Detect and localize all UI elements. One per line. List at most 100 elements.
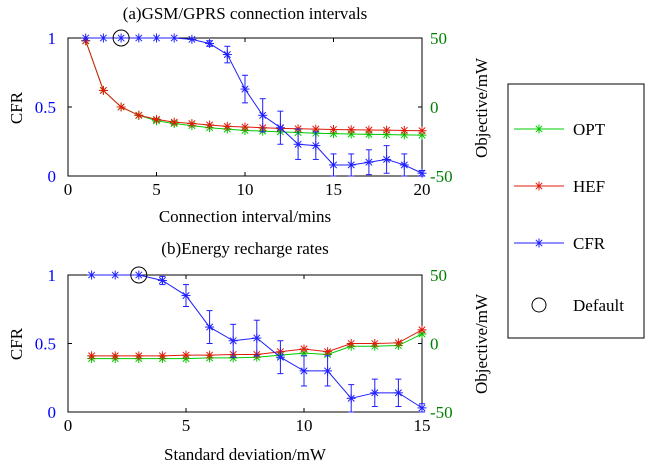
panel-a-series-hef-point — [169, 117, 179, 127]
legend-item-hef: HEF — [514, 177, 605, 196]
panel-a-ylabel: CFR — [7, 91, 26, 124]
panel-a-series-cfr-point — [329, 160, 338, 170]
panel-b-series-cfr-point — [275, 352, 285, 362]
panel-b-ytick-label: 0.5 — [35, 335, 56, 354]
panel-b: (b)Energy recharge rates 0 5 10 15 0 0.5 1 -50 0… — [7, 239, 491, 464]
panel-a-ytick-right-label: 50 — [430, 29, 447, 48]
panel-a-series-cfr-line — [85, 37, 423, 174]
panel-b-ytick-right-label: 50 — [430, 266, 447, 285]
panel-b-series-cfr-point — [157, 275, 167, 285]
panel-b-xtick-label: 0 — [64, 416, 73, 435]
panel-b-default-marker — [130, 266, 148, 284]
panel-a-series-hef-point — [417, 126, 427, 136]
panel-a-series-hef-point — [98, 85, 108, 95]
panel-b-series-hef-point — [157, 351, 167, 361]
panel-b-series-cfr-point — [252, 333, 262, 343]
panel-a-ytick-right-label: -50 — [430, 167, 453, 186]
panel-b-series-hef-point — [110, 351, 120, 361]
panel-a-series-cfr-point — [311, 141, 321, 151]
panel-b-xtick-label: 15 — [414, 416, 431, 435]
panel-b-series-cfr-point — [417, 403, 427, 413]
panel-a-xtick-label: 10 — [237, 180, 254, 199]
panel-a-series-cfr-point — [81, 33, 91, 43]
panel-a-series-hef-point — [329, 124, 338, 134]
panel-b-series-cfr-point — [370, 388, 380, 398]
panel-a-series-hef-point — [134, 110, 144, 120]
panel-b-series-hef-point — [181, 350, 191, 360]
panel-a-series-hef-point — [311, 124, 321, 134]
panel-a-ytick-right-label: 0 — [430, 98, 439, 117]
panel-a-default-marker — [112, 29, 130, 47]
panel-a-series-hef-point — [364, 125, 374, 135]
panel-b-ytick-right-label: 0 — [430, 335, 439, 354]
panel-b-series-cfr-point — [87, 270, 97, 280]
panel-a-series-cfr-point — [240, 84, 250, 94]
panel-a-series-cfr-point — [399, 160, 409, 170]
panel-b-ytick-right-label: -50 — [430, 403, 453, 422]
panel-b-series-cfr-point — [205, 322, 215, 332]
panel-b-series-cfr-point — [346, 393, 356, 403]
panel-a-ytick-label: 0 — [48, 167, 57, 186]
panel-a-series-cfr-point — [134, 33, 144, 43]
legend-marker-opt — [534, 124, 544, 134]
panel-a-series-cfr-point — [152, 33, 161, 43]
legend-box — [507, 83, 645, 339]
panel-b-series-cfr-point — [323, 366, 333, 376]
panel-b-series-hef-point — [205, 350, 215, 360]
panel-a-xlabel: Connection interval/mins — [159, 207, 331, 226]
panel-a-series-cfr-point — [364, 157, 374, 167]
legend-item-default: Default — [531, 296, 624, 315]
panel-a-xtick-label: 0 — [64, 180, 73, 199]
panel-a-series-opt-line — [85, 40, 423, 136]
panel-b-ytick-label: 0 — [48, 403, 57, 422]
panel-b-series-hef-point — [299, 344, 309, 354]
panel-a-xtick-label: 20 — [414, 180, 431, 199]
panel-b-series-cfr-point — [181, 291, 191, 301]
panel-a-series-hef-point — [116, 102, 126, 112]
panel-b-series-hef-point — [323, 347, 333, 357]
panel-b-series-hef-point — [87, 351, 97, 361]
panel-a-series-cfr-point — [275, 123, 285, 133]
legend-marker-hef — [534, 181, 544, 191]
panel-a-series-cfr-point — [169, 33, 179, 43]
panel-a-series-hef-point — [382, 125, 392, 135]
panel-a-series-hef-point — [240, 122, 250, 132]
panel-b-title: (b)Energy recharge rates — [161, 239, 328, 258]
legend-item-cfr: CFR — [514, 234, 606, 253]
panel-a-series-hef-point — [222, 121, 232, 131]
legend-label-default: Default — [573, 296, 624, 315]
legend-marker-cfr — [534, 238, 544, 248]
panel-a-series-cfr-point — [98, 33, 108, 43]
panel-b-series-hef-point — [417, 325, 427, 335]
legend-item-opt: OPT — [514, 120, 606, 139]
panel-b-xlabel: Standard deviation/mW — [164, 445, 327, 464]
panel-b-xtick-label: 10 — [296, 416, 313, 435]
panel-a: (a)GSM/GPRS connection intervals 0 5 10 15 2… — [7, 4, 491, 226]
panel-b-ylabel-right: Objective/mW — [472, 293, 491, 394]
panel-a-series-hef-point — [346, 125, 356, 135]
panel-a-ytick-label: 1 — [48, 29, 57, 48]
panel-b-series-hef-point — [346, 339, 356, 348]
panel-a-series-cfr-point — [293, 139, 303, 149]
panel-a-series-cfr-point — [417, 168, 427, 178]
panel-b-ytick-label: 1 — [48, 266, 57, 285]
panel-a-series-hef-point — [205, 120, 215, 130]
panel-a-xtick-label: 15 — [325, 180, 342, 199]
legend: OPT HEF CFR Default — [507, 83, 645, 339]
legend-default-marker-icon — [531, 297, 547, 313]
panel-b-series-cfr-point — [299, 366, 309, 376]
panel-a-series-hef-point — [399, 125, 409, 135]
panel-a-ytick-label: 0.5 — [35, 98, 56, 117]
panel-b-series-hef-point — [370, 339, 380, 348]
panel-a-ylabel-right: Objective/mW — [472, 57, 491, 158]
panel-b-ylabel: CFR — [7, 327, 26, 360]
panel-a-series-cfr-point — [346, 160, 356, 170]
panel-a-series-cfr-point — [205, 39, 215, 49]
panel-a-series-hef-point — [187, 119, 197, 129]
panel-b-xtick-label: 5 — [182, 416, 191, 435]
panel-b-series-cfr-point — [228, 336, 238, 346]
legend-label-cfr: CFR — [573, 234, 606, 253]
legend-label-opt: OPT — [573, 120, 606, 139]
panel-b-series-cfr-point — [110, 270, 120, 280]
